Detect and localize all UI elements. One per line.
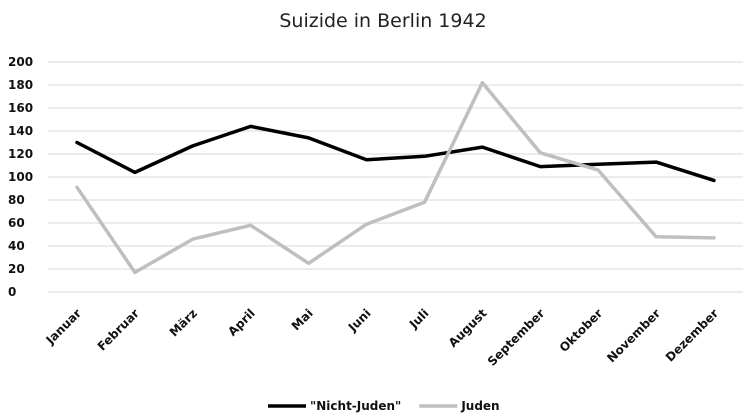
y-tick-label: 200 [8,55,33,69]
y-tick-label: 20 [8,262,25,276]
legend: "Nicht-Juden" Juden [268,399,500,413]
y-tick-label: 140 [8,124,33,138]
x-tick-label: Februar [95,306,142,353]
legend-label: Juden [460,399,499,413]
x-tick-label: Januar [43,306,85,348]
legend-label: "Nicht-Juden" [310,399,401,413]
x-tick-label: November [604,306,663,365]
x-tick-label: Dezember [663,306,721,364]
y-tick-label: 120 [8,147,33,161]
y-tick-label: 160 [8,101,33,115]
y-tick-label: 60 [8,216,25,230]
grid-layer [48,61,743,293]
y-axis: 0 20 40 60 80 100 120 140 160 180 200 [8,55,33,299]
y-tick-label: 100 [8,170,33,184]
chart-title: Suizide in Berlin 1942 [279,10,486,32]
x-tick-label: August [446,306,490,350]
x-tick-label: April [225,306,258,339]
x-tick-label: Juni [345,306,374,335]
series-line-0 [75,124,716,183]
x-tick-label: Juli [406,306,432,332]
x-tick-label: Oktober [557,306,606,355]
x-tick-label: September [485,306,548,369]
x-axis: Januar Februar März April Mai Juni Juli AugustS… [43,306,722,369]
y-tick-label: 0 [8,285,16,299]
x-tick-label: März [167,306,200,339]
y-tick-label: 40 [8,239,25,253]
x-tick-label: Mai [289,306,316,333]
series-layer [75,80,716,275]
y-tick-label: 80 [8,193,25,207]
series-line-1 [75,80,716,275]
y-tick-label: 180 [8,78,33,92]
